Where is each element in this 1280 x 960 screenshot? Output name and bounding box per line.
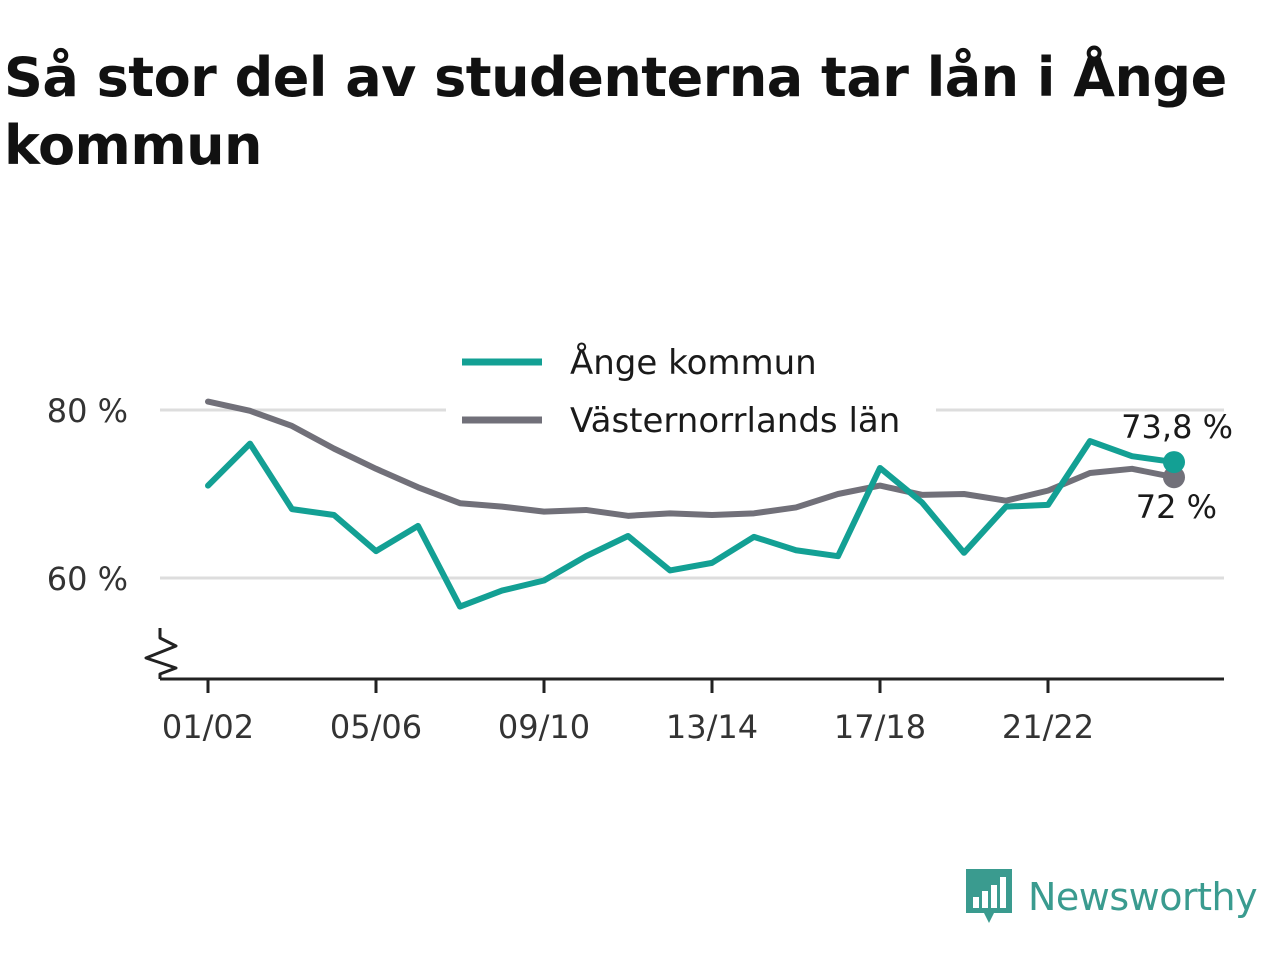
axis-break-symbol [144,628,178,679]
x-tick-label: 01/02 [162,708,254,746]
x-tick-label: 13/14 [666,708,758,746]
chart-title: Så stor del av studenterna tar lån i Ång… [4,46,1227,177]
legend-label: Ånge kommun [570,342,817,383]
legend-label: Västernorrlands län [570,401,900,441]
x-tick-label: 21/22 [1002,708,1094,746]
end-label-ange: 73,8 % [1121,408,1233,446]
x-tick-label: 05/06 [330,708,422,746]
brand-name: Newsworthy [1028,875,1258,919]
x-axis: 01/02 05/06 09/10 13/14 17/18 21/22 [144,628,1224,746]
series-lines [205,398,1185,610]
x-tick-label: 09/10 [498,708,590,746]
legend: Ånge kommun Västernorrlands län [446,334,936,450]
end-labels: 73,8 % 72 % [1121,408,1233,526]
end-label-lan: 72 % [1136,488,1217,526]
series-line-ange [205,438,1177,610]
x-tick-label: 17/18 [834,708,926,746]
legend-background [446,334,936,450]
newsworthy-logo-icon [966,869,1012,923]
y-tick-label: 60 % [47,560,128,598]
end-marker-lan [1163,466,1185,489]
end-marker-ange [1163,451,1185,474]
series-line-lan [205,398,1177,519]
newsworthy-logo: Newsworthy [964,866,1258,928]
y-tick-label: 80 % [47,392,128,430]
y-axis-tick-labels: 80 % 60 % [47,392,128,598]
